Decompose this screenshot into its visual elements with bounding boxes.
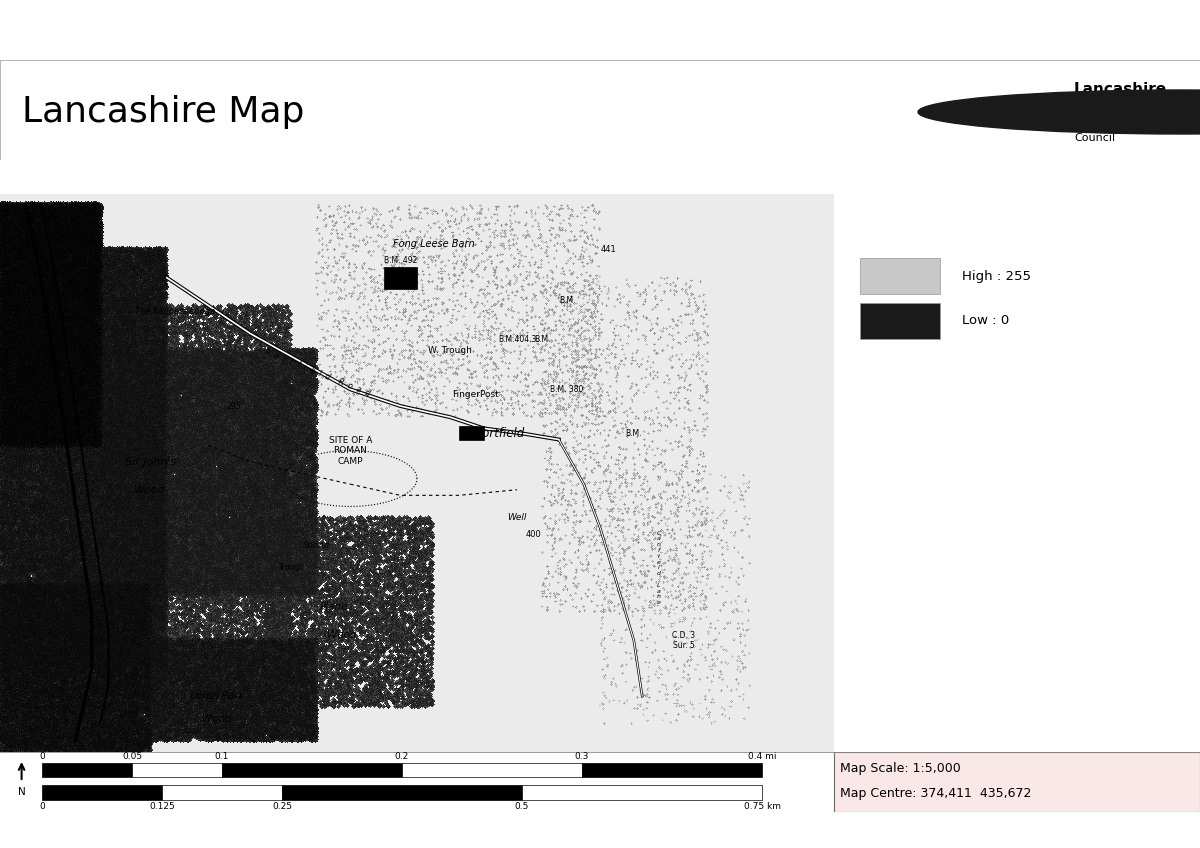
Text: 0.5: 0.5 xyxy=(515,802,529,812)
Bar xyxy=(384,266,418,289)
Text: Sir John's: Sir John's xyxy=(125,457,175,467)
Text: Lancashire: Lancashire xyxy=(1074,82,1168,98)
Bar xyxy=(582,763,762,778)
Circle shape xyxy=(1010,98,1200,126)
Text: 0.1: 0.1 xyxy=(215,752,229,761)
Text: 0.4 mi: 0.4 mi xyxy=(748,752,776,761)
Text: B.M. 380: B.M. 380 xyxy=(551,385,584,393)
Text: The Keepers Lodge: The Keepers Lodge xyxy=(136,307,215,315)
Text: Map Scale: 1:5,000: Map Scale: 1:5,000 xyxy=(840,762,961,775)
Text: Author:: Author: xyxy=(10,170,62,183)
Text: N: N xyxy=(18,787,25,797)
Text: Wood: Wood xyxy=(328,630,356,640)
Bar xyxy=(42,763,132,778)
Text: Wood: Wood xyxy=(202,713,232,723)
Text: B.M.: B.M. xyxy=(534,335,551,343)
Text: Map Centre: 374,411  435,672: Map Centre: 374,411 435,672 xyxy=(840,788,1031,801)
Text: Spring: Spring xyxy=(304,541,330,550)
Text: © Crown copyright [and database rights] 2021 OS 100023320: © Crown copyright [and database rights] … xyxy=(426,825,774,835)
Bar xyxy=(458,426,484,439)
Text: Wood: Wood xyxy=(134,485,166,494)
Circle shape xyxy=(1063,102,1200,122)
Bar xyxy=(859,303,940,339)
Bar xyxy=(162,785,282,800)
Text: W. Trough: W. Trough xyxy=(428,346,473,354)
Text: Low : 0: Low : 0 xyxy=(962,314,1009,327)
Text: High : 255: High : 255 xyxy=(962,270,1031,283)
Text: 441: 441 xyxy=(601,245,617,254)
Bar xyxy=(834,752,1200,812)
Bar xyxy=(42,785,162,800)
Text: B.M.: B.M. xyxy=(559,295,575,304)
Text: Plane: Plane xyxy=(319,602,348,612)
Text: B.9: B.9 xyxy=(30,288,37,301)
Text: 0.05: 0.05 xyxy=(122,752,142,761)
Text: 0.3: 0.3 xyxy=(575,752,589,761)
Text: 0.25: 0.25 xyxy=(272,802,292,812)
Text: Council: Council xyxy=(1074,133,1115,143)
Text: Trough: Trough xyxy=(278,563,305,572)
Text: Fong Leese Barn: Fong Leese Barn xyxy=(392,239,474,249)
Text: P  o  r  t  f  i  e  l  d    R  o  a  d: P o r t f i e l d R o a d xyxy=(263,347,371,398)
Text: 0: 0 xyxy=(40,752,44,761)
Text: SITE OF A
ROMAN
CAMP: SITE OF A ROMAN CAMP xyxy=(329,436,372,466)
Circle shape xyxy=(958,93,1200,131)
Text: 0.2: 0.2 xyxy=(395,752,409,761)
Text: 400: 400 xyxy=(526,530,541,538)
Text: B.M.: B.M. xyxy=(625,429,642,438)
Text: FingerPost: FingerPost xyxy=(452,390,499,399)
Bar xyxy=(132,763,222,778)
Text: County: County xyxy=(1074,113,1114,123)
Text: 0: 0 xyxy=(40,802,44,812)
Text: Portfield: Portfield xyxy=(475,427,526,440)
Text: Date Created: 09/08/2022: Date Created: 09/08/2022 xyxy=(1009,170,1190,183)
Text: C.D. 3
Sur. 5: C.D. 3 Sur. 5 xyxy=(672,631,696,650)
Text: Lancashire Map: Lancashire Map xyxy=(22,95,304,129)
Text: Lords Park: Lords Park xyxy=(190,691,244,701)
Text: Well: Well xyxy=(508,513,527,522)
Text: 0.75 km: 0.75 km xyxy=(744,802,780,812)
Bar xyxy=(222,763,402,778)
Circle shape xyxy=(918,90,1200,134)
Text: C
a
n
f
i
e
l
d

L
a
n
e: C a n f i e l d L a n e xyxy=(656,531,661,605)
Bar xyxy=(402,763,582,778)
Circle shape xyxy=(1108,106,1200,118)
Text: B.M. 492: B.M. 492 xyxy=(384,256,418,265)
Bar xyxy=(859,258,940,294)
Bar xyxy=(522,785,762,800)
Text: 295: 295 xyxy=(227,402,241,410)
Bar xyxy=(282,785,522,800)
Text: B.M.404.3: B.M.404.3 xyxy=(498,335,536,343)
Text: 0.125: 0.125 xyxy=(149,802,175,812)
